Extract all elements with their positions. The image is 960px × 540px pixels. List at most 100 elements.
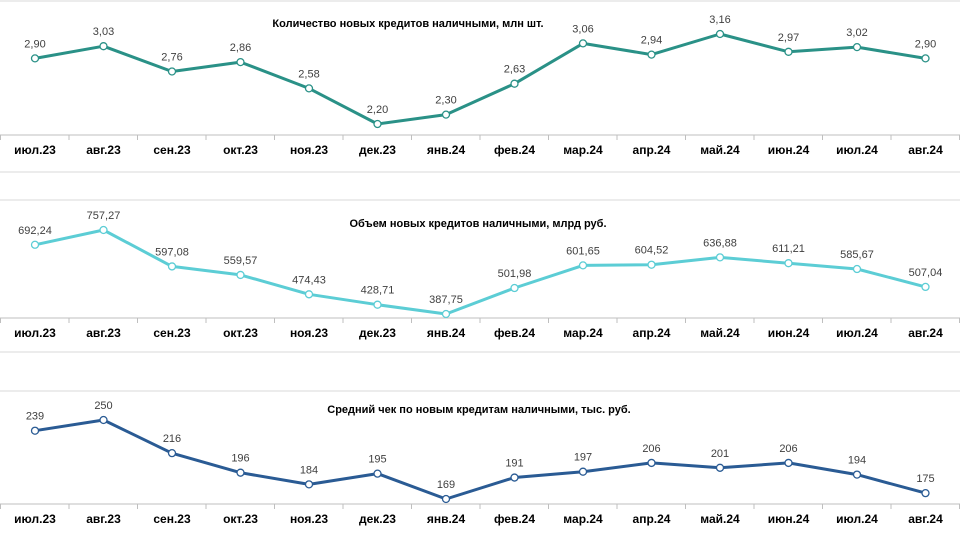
data-point <box>715 29 725 39</box>
data-point <box>647 260 656 269</box>
data-label: 169 <box>437 479 455 491</box>
x-axis-tick-marks <box>0 318 960 323</box>
data-label: 611,21 <box>772 243 805 255</box>
x-tick-label: авг.23 <box>86 512 121 526</box>
chart-title: Средний чек по новым кредитам наличными,… <box>327 404 630 416</box>
data-label: 3,03 <box>93 26 114 38</box>
data-point <box>852 264 862 274</box>
x-tick-label: мар.24 <box>563 326 603 340</box>
data-point <box>304 480 314 489</box>
data-point <box>304 84 314 93</box>
x-tick-label: авг.24 <box>908 143 943 157</box>
x-tick-label: фев.24 <box>494 512 535 526</box>
x-tick-label: авг.24 <box>908 326 943 340</box>
data-label: 2,20 <box>367 104 388 116</box>
x-tick-label: июл.23 <box>14 143 56 157</box>
series-points <box>30 415 930 504</box>
chart-loan-count: Количество новых кредитов наличными, млн… <box>0 0 960 173</box>
data-label: 196 <box>231 453 249 465</box>
x-tick-label: янв.24 <box>427 512 466 526</box>
data-labels: 692,24 757,27 597,08 559,57 474,43 428,71 387,… <box>18 210 942 306</box>
data-label: 206 <box>642 443 660 455</box>
data-point <box>784 47 793 56</box>
data-point <box>784 259 793 268</box>
x-tick-label: апр.24 <box>633 326 671 340</box>
x-axis-tick-marks <box>0 135 960 140</box>
data-point <box>647 50 656 59</box>
x-axis-categories: июл.23 авг.23 сен.23 окт.23 ноя.23 дек.23 янв.… <box>14 143 943 157</box>
data-label: 206 <box>779 443 797 455</box>
x-tick-label: сен.23 <box>153 512 191 526</box>
data-label: 604,52 <box>635 245 669 257</box>
data-label: 3,06 <box>572 23 593 35</box>
data-label: 175 <box>916 473 934 485</box>
data-point <box>784 458 793 468</box>
x-tick-label: июл.24 <box>836 512 878 526</box>
data-label: 250 <box>94 400 112 412</box>
data-point <box>921 54 930 63</box>
data-point <box>852 42 862 52</box>
chart-title: Количество новых кредитов наличными, млн… <box>272 18 543 30</box>
data-label: 597,08 <box>155 246 189 258</box>
x-tick-label: окт.23 <box>223 512 258 526</box>
data-label: 197 <box>574 452 592 464</box>
data-labels: 239 250 216 196 184 195 169 191 197 206 201 206 194 1… <box>26 400 935 491</box>
data-label: 474,43 <box>292 274 326 286</box>
data-point <box>236 57 245 67</box>
data-point <box>373 469 382 478</box>
chart-title: Объем новых кредитов наличными, млрд руб… <box>349 218 606 230</box>
data-point <box>99 42 108 51</box>
data-point <box>99 225 108 235</box>
x-tick-label: мар.24 <box>563 143 603 157</box>
data-label: 239 <box>26 411 44 423</box>
data-label: 757,27 <box>87 210 121 222</box>
data-label: 636,88 <box>703 237 737 249</box>
data-label: 194 <box>848 455 866 467</box>
data-label: 2,30 <box>435 95 456 107</box>
data-point <box>373 119 382 129</box>
data-point <box>715 463 725 472</box>
data-label: 601,65 <box>566 245 600 257</box>
data-label: 692,24 <box>18 225 52 237</box>
data-label: 184 <box>300 464 318 476</box>
data-point <box>578 467 588 476</box>
x-tick-label: июн.24 <box>768 143 810 157</box>
data-point <box>510 473 519 482</box>
x-tick-label: июл.23 <box>14 512 56 526</box>
x-tick-label: авг.23 <box>86 143 121 157</box>
data-point <box>30 426 40 435</box>
data-labels: 2,90 3,03 2,76 2,86 2,58 2,20 2,30 2,63 3,06 2,94… <box>24 14 936 116</box>
chart-average-check: Средний чек по новым кредитам наличными,… <box>0 390 960 526</box>
x-tick-label: янв.24 <box>427 326 466 340</box>
x-tick-label: июл.24 <box>836 326 878 340</box>
series-points <box>30 29 930 129</box>
data-label: 501,98 <box>498 268 532 280</box>
data-label: 191 <box>505 458 523 470</box>
data-label: 201 <box>711 448 729 460</box>
data-point <box>441 494 451 504</box>
x-tick-label: авг.23 <box>86 326 121 340</box>
x-tick-label: дек.23 <box>359 512 396 526</box>
x-tick-label: июн.24 <box>768 326 810 340</box>
x-tick-label: сен.23 <box>153 326 191 340</box>
data-point <box>236 468 245 477</box>
x-tick-label: апр.24 <box>633 143 671 157</box>
x-tick-label: май.24 <box>700 326 740 340</box>
data-point <box>578 261 588 270</box>
data-label: 3,16 <box>709 14 730 26</box>
data-label: 3,02 <box>846 27 867 39</box>
data-point <box>921 488 930 498</box>
data-point <box>647 458 656 468</box>
x-tick-label: ноя.23 <box>290 143 328 157</box>
data-point <box>30 240 40 249</box>
x-tick-label: май.24 <box>700 512 740 526</box>
x-tick-label: дек.23 <box>359 326 396 340</box>
x-tick-label: апр.24 <box>633 512 671 526</box>
data-point <box>441 110 451 119</box>
data-label: 559,57 <box>224 255 258 267</box>
data-label: 2,97 <box>778 32 799 44</box>
x-tick-label: сен.23 <box>153 143 191 157</box>
data-label: 507,04 <box>909 267 943 279</box>
data-label: 2,76 <box>161 52 182 64</box>
